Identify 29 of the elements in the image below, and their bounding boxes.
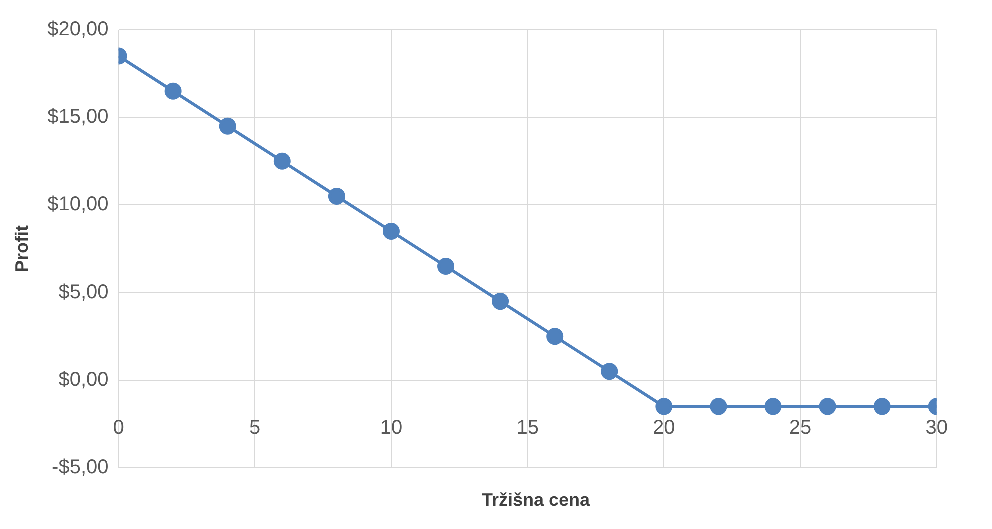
point [274,152,291,170]
point [874,398,891,416]
point [219,118,236,135]
x-tick-label: 15 [516,416,539,439]
x-axis-title: Tržišna cena [480,490,592,511]
point [164,82,182,100]
y-tick-label: $15,00 [48,106,109,128]
point [492,293,510,310]
y-tick-label: $20,00 [48,18,109,41]
point [601,363,618,380]
y-tick-label: -$5,00 [52,456,109,479]
point [546,328,564,346]
point [819,398,836,416]
y-axis-title: Profit [12,226,32,272]
x-tick-label: 5 [250,416,261,439]
point [656,398,673,416]
x-tick-label: 25 [789,416,812,439]
y-tick-label: $0,00 [58,368,109,391]
y-tick-label: $5,00 [58,281,109,304]
point [328,188,346,205]
point [764,398,782,416]
y-tick-label: $10,00 [48,194,109,216]
point [382,222,400,240]
point [438,258,455,276]
x-tick-label: 10 [380,416,403,439]
x-tick-label: 0 [113,416,124,439]
x-tick-label: 30 [926,416,948,439]
point [710,398,728,416]
x-tick-label: 20 [653,416,676,439]
